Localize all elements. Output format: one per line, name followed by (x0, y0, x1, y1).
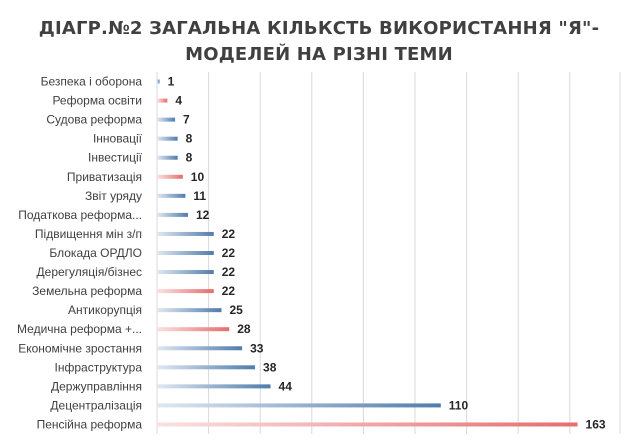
category-label-2: Судова реформа (46, 113, 142, 127)
bar-5 (157, 174, 183, 179)
category-label-10: Дерегуляція/бізнес (37, 265, 142, 279)
value-label-17: 110 (449, 398, 469, 412)
value-label-15: 38 (263, 360, 277, 374)
category-label-6: Звіт уряду (85, 189, 142, 203)
category-label-14: Економічне зростання (18, 341, 142, 355)
category-labels: Безпека і оборона Реформа освіти Судова ре… (17, 75, 143, 432)
category-label-13: Медична реформа +... (17, 322, 142, 336)
bar-18 (157, 422, 578, 427)
value-label-3: 8 (186, 132, 193, 146)
value-label-2: 7 (183, 113, 190, 127)
value-label-6: 11 (193, 189, 206, 203)
category-label-12: Антикорупція (68, 303, 142, 317)
value-label-18: 163 (586, 417, 606, 431)
grid-lines (156, 72, 621, 434)
value-label-7: 12 (196, 208, 210, 222)
bar-2 (157, 117, 176, 122)
category-label-11: Земельна реформа (32, 284, 142, 298)
category-label-3: Інновації (93, 132, 143, 146)
bar-7 (157, 212, 188, 217)
value-label-8: 22 (222, 227, 236, 241)
bar-1 (157, 98, 168, 103)
bar-4 (157, 155, 178, 160)
chart-title: ДІАГР.№2 ЗАГАЛЬНА КІЛЬКСТЬ ВИКОРИСТАННЯ … (0, 16, 638, 68)
value-label-5: 10 (191, 170, 205, 184)
value-label-13: 28 (237, 322, 251, 336)
category-label-15: Інфраструктура (55, 360, 143, 374)
category-label-17: Децентралізація (50, 398, 142, 412)
bars (157, 79, 578, 427)
bar-8 (157, 231, 214, 236)
bar-11 (157, 289, 214, 294)
bar-17 (157, 403, 441, 408)
category-label-7: Податкова реформа... (18, 208, 142, 222)
value-label-4: 8 (186, 151, 193, 165)
bar-12 (157, 308, 222, 313)
value-label-9: 22 (222, 246, 236, 260)
value-label-11: 22 (222, 284, 236, 298)
value-label-1: 4 (175, 94, 182, 108)
bar-9 (157, 251, 214, 255)
category-label-4: Інвестиції (88, 151, 143, 165)
bar-10 (157, 270, 214, 275)
bar-13 (157, 327, 230, 332)
value-label-12: 25 (230, 303, 244, 317)
bar-14 (157, 346, 243, 351)
category-label-16: Держуправління (51, 379, 142, 393)
value-label-16: 44 (279, 379, 293, 393)
category-label-1: Реформа освіти (52, 94, 142, 108)
chart-title-line-1: ДІАГР.№2 ЗАГАЛЬНА КІЛЬКСТЬ ВИКОРИСТАННЯ … (38, 18, 600, 39)
value-label-14: 33 (250, 341, 264, 355)
bar-6 (157, 193, 186, 198)
chart-title-line-2: МОДЕЛЕЙ НА РІЗНІ ТЕМИ (185, 44, 453, 65)
category-label-9: Блокада ОРДЛО (49, 246, 142, 260)
bar-15 (157, 365, 256, 370)
value-label-0: 1 (168, 75, 175, 89)
bar-0 (157, 79, 160, 84)
category-label-8: Підвищення мін з/п (35, 227, 142, 241)
value-label-10: 22 (222, 265, 236, 279)
bar-3 (157, 136, 178, 141)
category-label-5: Приватизація (67, 170, 142, 184)
bar-16 (157, 384, 271, 389)
category-label-18: Пенсійна реформа (37, 417, 143, 431)
category-label-0: Безпека і оборона (41, 75, 143, 89)
